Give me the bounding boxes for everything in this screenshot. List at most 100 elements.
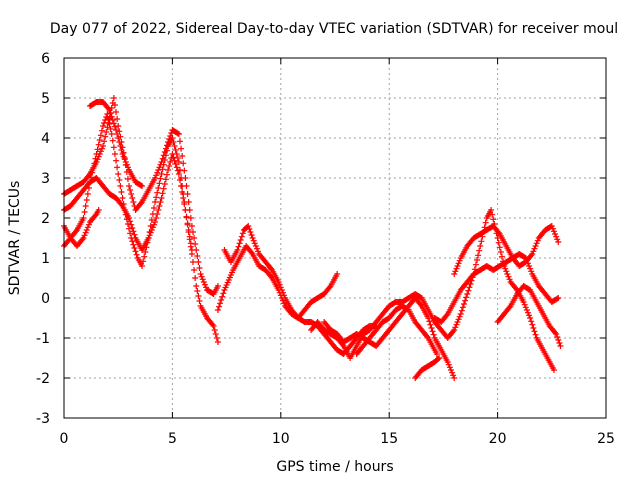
data-point xyxy=(428,325,435,331)
data-point xyxy=(496,244,503,251)
data-point xyxy=(130,241,137,248)
data-point xyxy=(156,164,163,171)
data-point xyxy=(109,137,116,144)
data-point xyxy=(497,249,504,255)
data-point xyxy=(116,177,123,183)
data-point xyxy=(214,307,221,313)
data-point xyxy=(210,323,217,329)
data-point xyxy=(158,159,165,165)
data-point xyxy=(187,215,194,221)
data-point xyxy=(255,248,262,255)
data-point xyxy=(174,155,181,161)
data-point xyxy=(530,248,537,255)
data-point xyxy=(107,110,114,117)
data-point xyxy=(455,260,462,267)
data-point xyxy=(193,283,200,289)
series-track-j xyxy=(353,303,440,357)
data-point xyxy=(214,283,221,289)
data-point xyxy=(131,245,138,251)
data-point xyxy=(178,183,185,189)
data-point xyxy=(532,331,539,338)
data-point xyxy=(128,221,135,228)
data-point xyxy=(123,161,130,168)
data-point xyxy=(528,252,535,259)
data-point xyxy=(203,284,210,291)
data-point xyxy=(218,297,225,303)
data-point xyxy=(531,328,538,335)
data-point xyxy=(84,191,91,197)
data-point xyxy=(165,167,172,173)
data-point xyxy=(477,243,484,249)
data-point xyxy=(268,265,275,272)
data-point xyxy=(104,111,111,117)
data-point xyxy=(172,147,179,153)
data-point xyxy=(188,247,195,253)
data-point xyxy=(121,156,128,163)
data-point xyxy=(459,304,466,311)
data-point xyxy=(434,356,441,362)
data-point xyxy=(213,335,220,341)
data-point xyxy=(462,297,469,304)
data-point xyxy=(169,151,176,157)
data-point xyxy=(455,316,462,323)
data-point xyxy=(276,281,283,288)
data-point xyxy=(152,175,159,181)
data-point xyxy=(165,139,172,145)
data-point xyxy=(95,207,102,213)
data-point xyxy=(506,304,513,311)
data-point xyxy=(148,217,155,223)
data-point xyxy=(513,285,520,292)
data-point xyxy=(526,263,533,269)
data-point xyxy=(457,311,464,317)
data-point xyxy=(85,221,92,228)
data-point xyxy=(129,225,136,231)
data-point xyxy=(199,276,206,283)
data-point xyxy=(142,249,149,255)
data-point xyxy=(245,223,252,229)
data-point xyxy=(158,171,165,177)
data-point xyxy=(478,238,485,245)
data-point xyxy=(443,312,450,319)
data-point xyxy=(555,239,562,245)
data-point xyxy=(465,287,472,294)
data-point xyxy=(521,301,528,308)
data-point xyxy=(250,237,257,244)
y-tick-label: 1 xyxy=(41,251,50,267)
data-point xyxy=(120,153,127,160)
data-point xyxy=(180,160,187,167)
data-point xyxy=(502,265,509,272)
data-point xyxy=(239,230,246,237)
data-point xyxy=(150,221,157,228)
data-point xyxy=(154,189,161,196)
data-point xyxy=(100,143,107,149)
data-point xyxy=(466,284,473,291)
series-track-g xyxy=(221,223,341,321)
data-point xyxy=(81,232,88,239)
data-point xyxy=(157,161,164,168)
data-point xyxy=(116,139,123,145)
data-point xyxy=(106,107,113,113)
data-point xyxy=(92,212,99,219)
data-point xyxy=(554,334,561,340)
data-point xyxy=(157,175,164,182)
y-axis-label: SDTVAR / TECUs xyxy=(7,181,23,296)
data-point xyxy=(93,159,100,165)
data-point xyxy=(489,211,496,218)
data-point xyxy=(126,215,133,221)
data-point xyxy=(162,145,169,152)
data-point xyxy=(217,300,224,307)
data-point xyxy=(170,154,177,161)
data-point xyxy=(554,236,561,243)
data-point xyxy=(281,300,288,307)
data-point xyxy=(171,143,178,149)
data-point xyxy=(334,271,341,277)
data-point xyxy=(194,288,201,294)
data-point xyxy=(187,240,194,247)
series-track-c xyxy=(61,151,195,253)
data-point xyxy=(153,172,160,179)
y-tick-label: -1 xyxy=(36,331,50,347)
data-point xyxy=(152,219,159,225)
data-point xyxy=(185,227,192,233)
data-point xyxy=(451,375,458,381)
